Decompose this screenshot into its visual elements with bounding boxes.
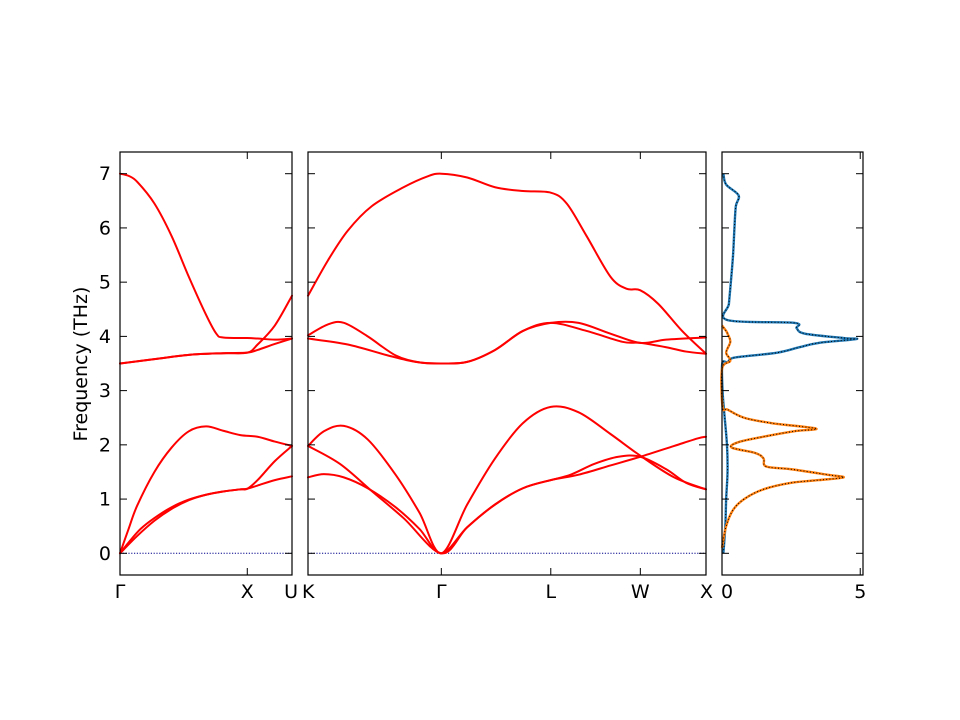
phonon-band xyxy=(307,320,707,365)
phonon-band xyxy=(307,444,707,555)
phonon-band xyxy=(119,425,293,555)
x-tick-label: X xyxy=(241,581,254,603)
y-tick-label: 3 xyxy=(99,380,111,402)
axis-ticks xyxy=(120,152,863,575)
x-tick-label: L xyxy=(545,581,556,603)
phonon-band xyxy=(119,294,293,365)
panel-frame xyxy=(119,151,293,576)
y-tick-label: 6 xyxy=(99,217,111,239)
y-tick-label: 7 xyxy=(99,163,111,185)
x-tick-label: W xyxy=(631,581,650,603)
x-tick-label: Γ xyxy=(115,581,126,603)
y-tick-label: 5 xyxy=(99,272,111,294)
x-tick-label: K xyxy=(302,581,315,603)
x-tick-label: X xyxy=(700,581,713,603)
phonon-band xyxy=(307,405,707,555)
dos-x-tick-label: 5 xyxy=(854,581,866,603)
y-tick-label: 2 xyxy=(99,434,111,456)
phonon-band xyxy=(307,172,707,355)
panel-frames xyxy=(119,151,864,576)
dos-curve-dotted xyxy=(720,325,845,548)
y-tick-label: 4 xyxy=(99,326,111,348)
dos-x-tick-label: 0 xyxy=(721,581,733,603)
panel-frame xyxy=(307,151,707,576)
y-tick-label: 1 xyxy=(99,489,111,511)
dos-curve-dotted xyxy=(721,173,858,554)
dos-curve xyxy=(720,324,845,549)
y-axis-label: Frequency (THz) xyxy=(70,287,92,442)
phonon-band xyxy=(119,172,293,341)
phonon-band xyxy=(119,444,293,555)
dos-panel-frame xyxy=(721,151,864,576)
x-tick-label: U xyxy=(284,581,298,603)
band-and-dos-curves xyxy=(119,172,859,555)
x-tick-label: Γ xyxy=(436,581,447,603)
phonon-band xyxy=(307,435,707,555)
dos-curve xyxy=(720,173,859,554)
y-tick-label: 0 xyxy=(99,543,111,565)
